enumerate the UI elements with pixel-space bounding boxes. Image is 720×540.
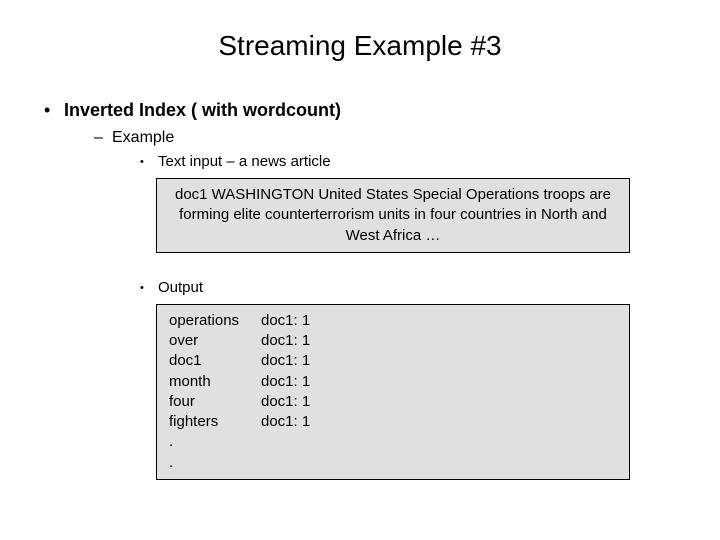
output-val: doc1: 1 bbox=[261, 413, 310, 430]
output-text-box: operationsdoc1: 1 overdoc1: 1 doc1doc1: … bbox=[156, 304, 630, 480]
output-word: . bbox=[169, 453, 261, 473]
output-row: doc1doc1: 1 bbox=[169, 351, 617, 371]
output-row: overdoc1: 1 bbox=[169, 331, 617, 351]
input-text-box: doc1 WASHINGTON United States Special Op… bbox=[156, 178, 630, 253]
spacer bbox=[40, 269, 680, 279]
bullet-icon: • bbox=[44, 100, 64, 121]
output-val: doc1: 1 bbox=[261, 352, 310, 369]
output-row: . bbox=[169, 432, 617, 452]
bullet-level2-text: Example bbox=[112, 129, 174, 146]
bullet-level3-input: •Text input – a news article bbox=[140, 153, 680, 170]
output-val: doc1: 1 bbox=[261, 312, 310, 329]
bullet-level1: •Inverted Index ( with wordcount) bbox=[44, 100, 680, 121]
bullet-level1-text: Inverted Index ( with wordcount) bbox=[64, 100, 341, 120]
output-row: monthdoc1: 1 bbox=[169, 372, 617, 392]
output-word: doc1 bbox=[169, 351, 261, 371]
dash-icon: – bbox=[94, 129, 112, 147]
output-row: operationsdoc1: 1 bbox=[169, 311, 617, 331]
output-word: over bbox=[169, 331, 261, 351]
bullet-level3-input-text: Text input – a news article bbox=[158, 153, 331, 170]
output-word: operations bbox=[169, 311, 261, 331]
output-row: fightersdoc1: 1 bbox=[169, 412, 617, 432]
output-word: four bbox=[169, 392, 261, 412]
small-bullet-icon: • bbox=[140, 282, 158, 294]
output-word: . bbox=[169, 432, 261, 452]
bullet-level3-output-text: Output bbox=[158, 279, 203, 296]
output-val: doc1: 1 bbox=[261, 373, 310, 390]
slide-title: Streaming Example #3 bbox=[40, 30, 680, 62]
output-val: doc1: 1 bbox=[261, 393, 310, 410]
output-row: fourdoc1: 1 bbox=[169, 392, 617, 412]
bullet-level2: –Example bbox=[94, 129, 680, 147]
input-text-content: doc1 WASHINGTON United States Special Op… bbox=[175, 186, 611, 244]
output-word: fighters bbox=[169, 412, 261, 432]
output-row: . bbox=[169, 453, 617, 473]
small-bullet-icon: • bbox=[140, 156, 158, 168]
output-word: month bbox=[169, 372, 261, 392]
bullet-level3-output: •Output bbox=[140, 279, 680, 296]
output-val: doc1: 1 bbox=[261, 332, 310, 349]
slide: Streaming Example #3 •Inverted Index ( w… bbox=[0, 0, 720, 540]
